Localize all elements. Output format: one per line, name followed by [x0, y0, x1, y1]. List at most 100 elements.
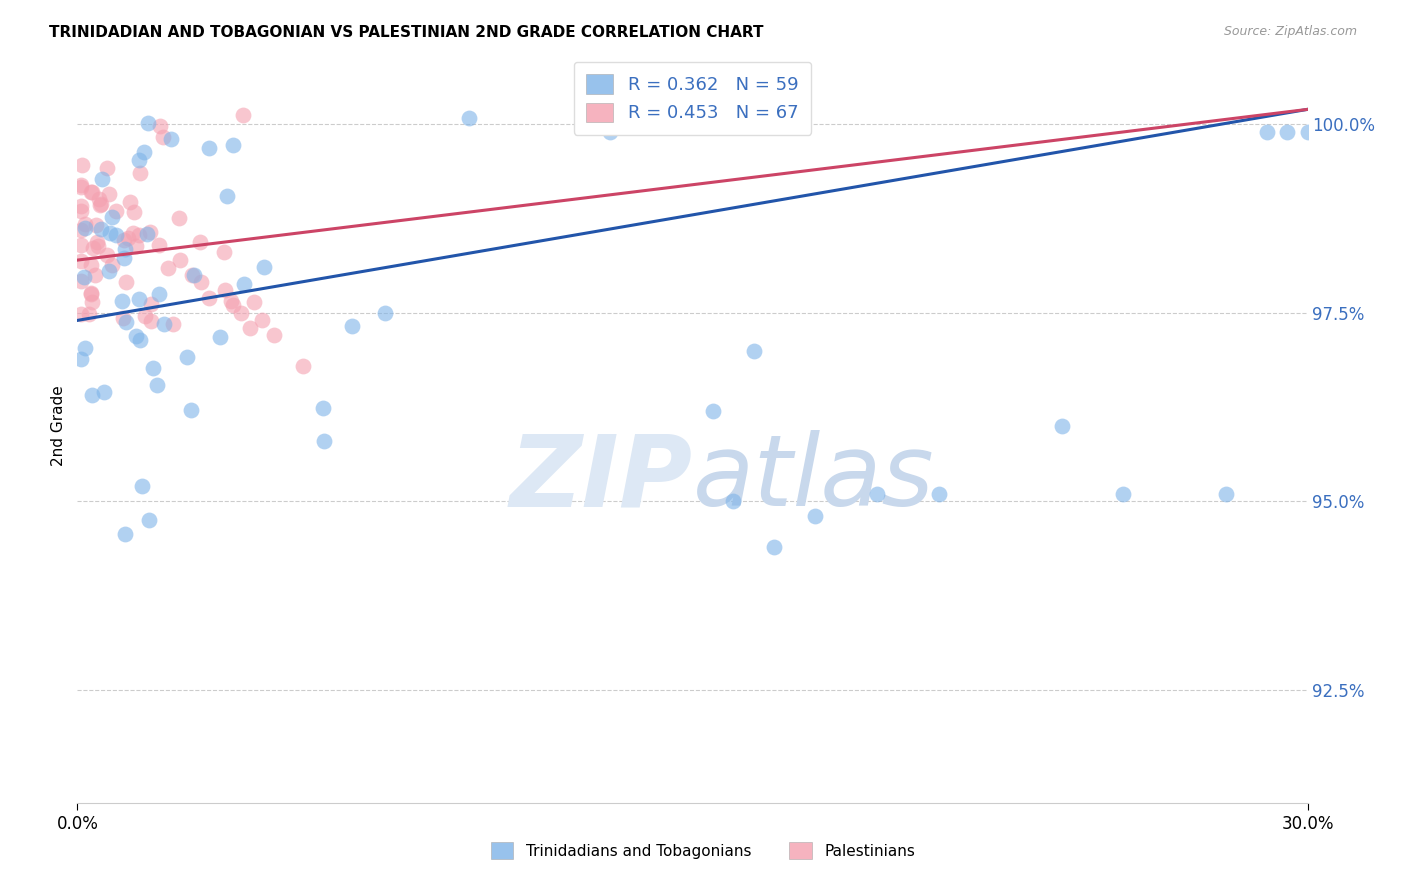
- Point: [118, 195, 141, 210]
- Point: [128, 153, 150, 168]
- Point: [105, 204, 128, 219]
- Text: TRINIDADIAN AND TOBAGONIAN VS PALESTINIAN 2ND GRADE CORRELATION CHART: TRINIDADIAN AND TOBAGONIAN VS PALESTINIA…: [49, 25, 763, 40]
- Point: [80, 286, 103, 301]
- Point: [188, 235, 211, 249]
- Point: [190, 275, 212, 289]
- Point: [124, 205, 146, 219]
- Point: [162, 317, 184, 331]
- Legend: Trinidadians and Tobagonians, Palestinians: Trinidadians and Tobagonians, Palestinia…: [481, 833, 925, 868]
- Point: [125, 329, 148, 343]
- Point: [86, 235, 108, 249]
- Point: [232, 108, 254, 122]
- Point: [70, 203, 93, 218]
- Point: [291, 359, 314, 373]
- Point: [148, 238, 170, 252]
- Point: [167, 211, 190, 226]
- Point: [156, 260, 179, 275]
- Point: [90, 222, 112, 236]
- Point: [93, 385, 115, 400]
- Point: [101, 211, 124, 225]
- Point: [214, 283, 236, 297]
- Point: [183, 268, 205, 283]
- Point: [101, 258, 124, 272]
- Y-axis label: 2nd Grade: 2nd Grade: [51, 385, 66, 467]
- Point: [111, 311, 134, 326]
- Point: [180, 402, 202, 417]
- Point: [1215, 487, 1237, 501]
- Point: [129, 333, 152, 347]
- Point: [96, 248, 118, 262]
- Point: [742, 343, 765, 358]
- Point: [221, 137, 243, 152]
- Point: [75, 341, 97, 355]
- Point: [70, 199, 93, 213]
- Point: [1296, 125, 1319, 139]
- Point: [1112, 487, 1135, 501]
- Point: [112, 252, 135, 266]
- Point: [90, 197, 112, 211]
- Point: [100, 226, 122, 240]
- Text: Source: ZipAtlas.com: Source: ZipAtlas.com: [1223, 25, 1357, 38]
- Point: [928, 487, 950, 501]
- Point: [80, 258, 103, 272]
- Point: [243, 295, 266, 310]
- Point: [73, 217, 96, 231]
- Point: [104, 228, 127, 243]
- Point: [70, 352, 93, 367]
- Point: [111, 293, 134, 308]
- Point: [80, 295, 103, 310]
- Point: [312, 434, 335, 448]
- Point: [217, 189, 239, 203]
- Point: [139, 225, 162, 239]
- Point: [96, 161, 118, 175]
- Point: [250, 313, 273, 327]
- Point: [763, 540, 786, 554]
- Point: [197, 291, 219, 305]
- Point: [115, 275, 138, 289]
- Point: [89, 192, 111, 206]
- Point: [80, 287, 103, 301]
- Point: [374, 306, 396, 320]
- Point: [128, 228, 150, 243]
- Point: [231, 306, 253, 320]
- Point: [89, 197, 111, 211]
- Point: [145, 377, 167, 392]
- Point: [98, 264, 121, 278]
- Point: [80, 388, 103, 402]
- Point: [181, 268, 204, 283]
- Point: [599, 125, 621, 139]
- Point: [79, 185, 101, 199]
- Point: [87, 238, 110, 252]
- Point: [91, 172, 114, 186]
- Point: [219, 293, 242, 308]
- Point: [233, 277, 256, 291]
- Point: [134, 309, 156, 323]
- Point: [70, 306, 93, 320]
- Point: [142, 360, 165, 375]
- Point: [70, 274, 93, 288]
- Point: [149, 119, 172, 133]
- Point: [115, 314, 138, 328]
- Text: ZIP: ZIP: [509, 430, 693, 527]
- Text: atlas: atlas: [693, 430, 934, 527]
- Point: [80, 185, 103, 199]
- Point: [153, 317, 176, 331]
- Point: [169, 253, 191, 268]
- Point: [312, 401, 335, 415]
- Point: [70, 238, 93, 252]
- Point: [1256, 125, 1278, 139]
- Point: [457, 111, 479, 125]
- Point: [212, 245, 235, 260]
- Point: [114, 242, 136, 256]
- Point: [208, 329, 231, 343]
- Point: [98, 187, 121, 202]
- Point: [73, 221, 96, 235]
- Point: [160, 132, 183, 146]
- Point: [141, 297, 163, 311]
- Point: [152, 130, 174, 145]
- Point: [125, 239, 148, 253]
- Point: [122, 226, 145, 240]
- Point: [198, 141, 221, 155]
- Point: [176, 350, 198, 364]
- Point: [1050, 419, 1073, 434]
